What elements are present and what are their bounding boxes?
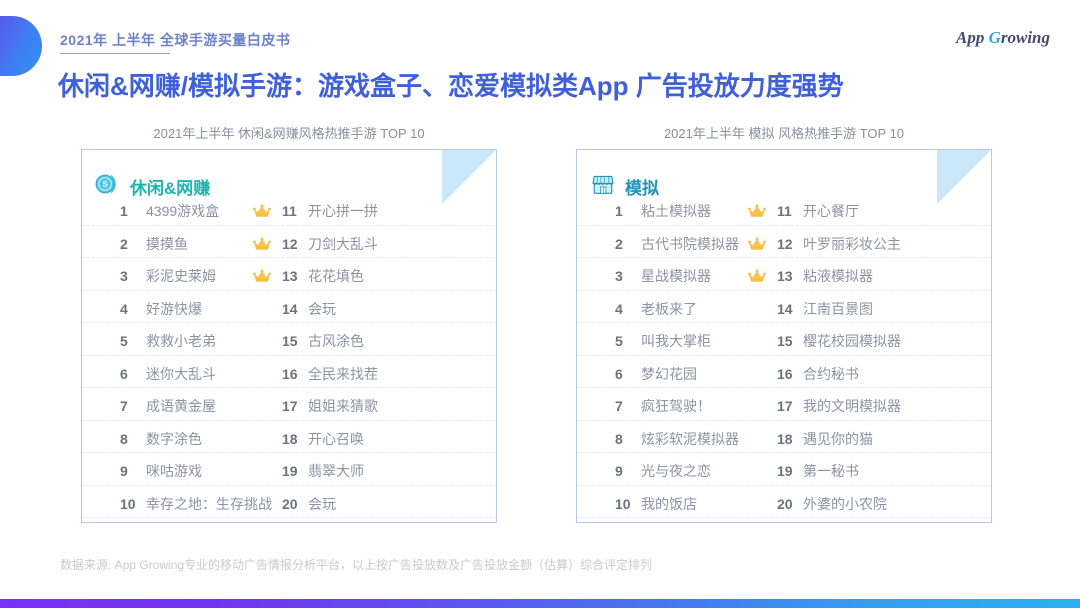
svg-text:S: S bbox=[102, 180, 107, 189]
